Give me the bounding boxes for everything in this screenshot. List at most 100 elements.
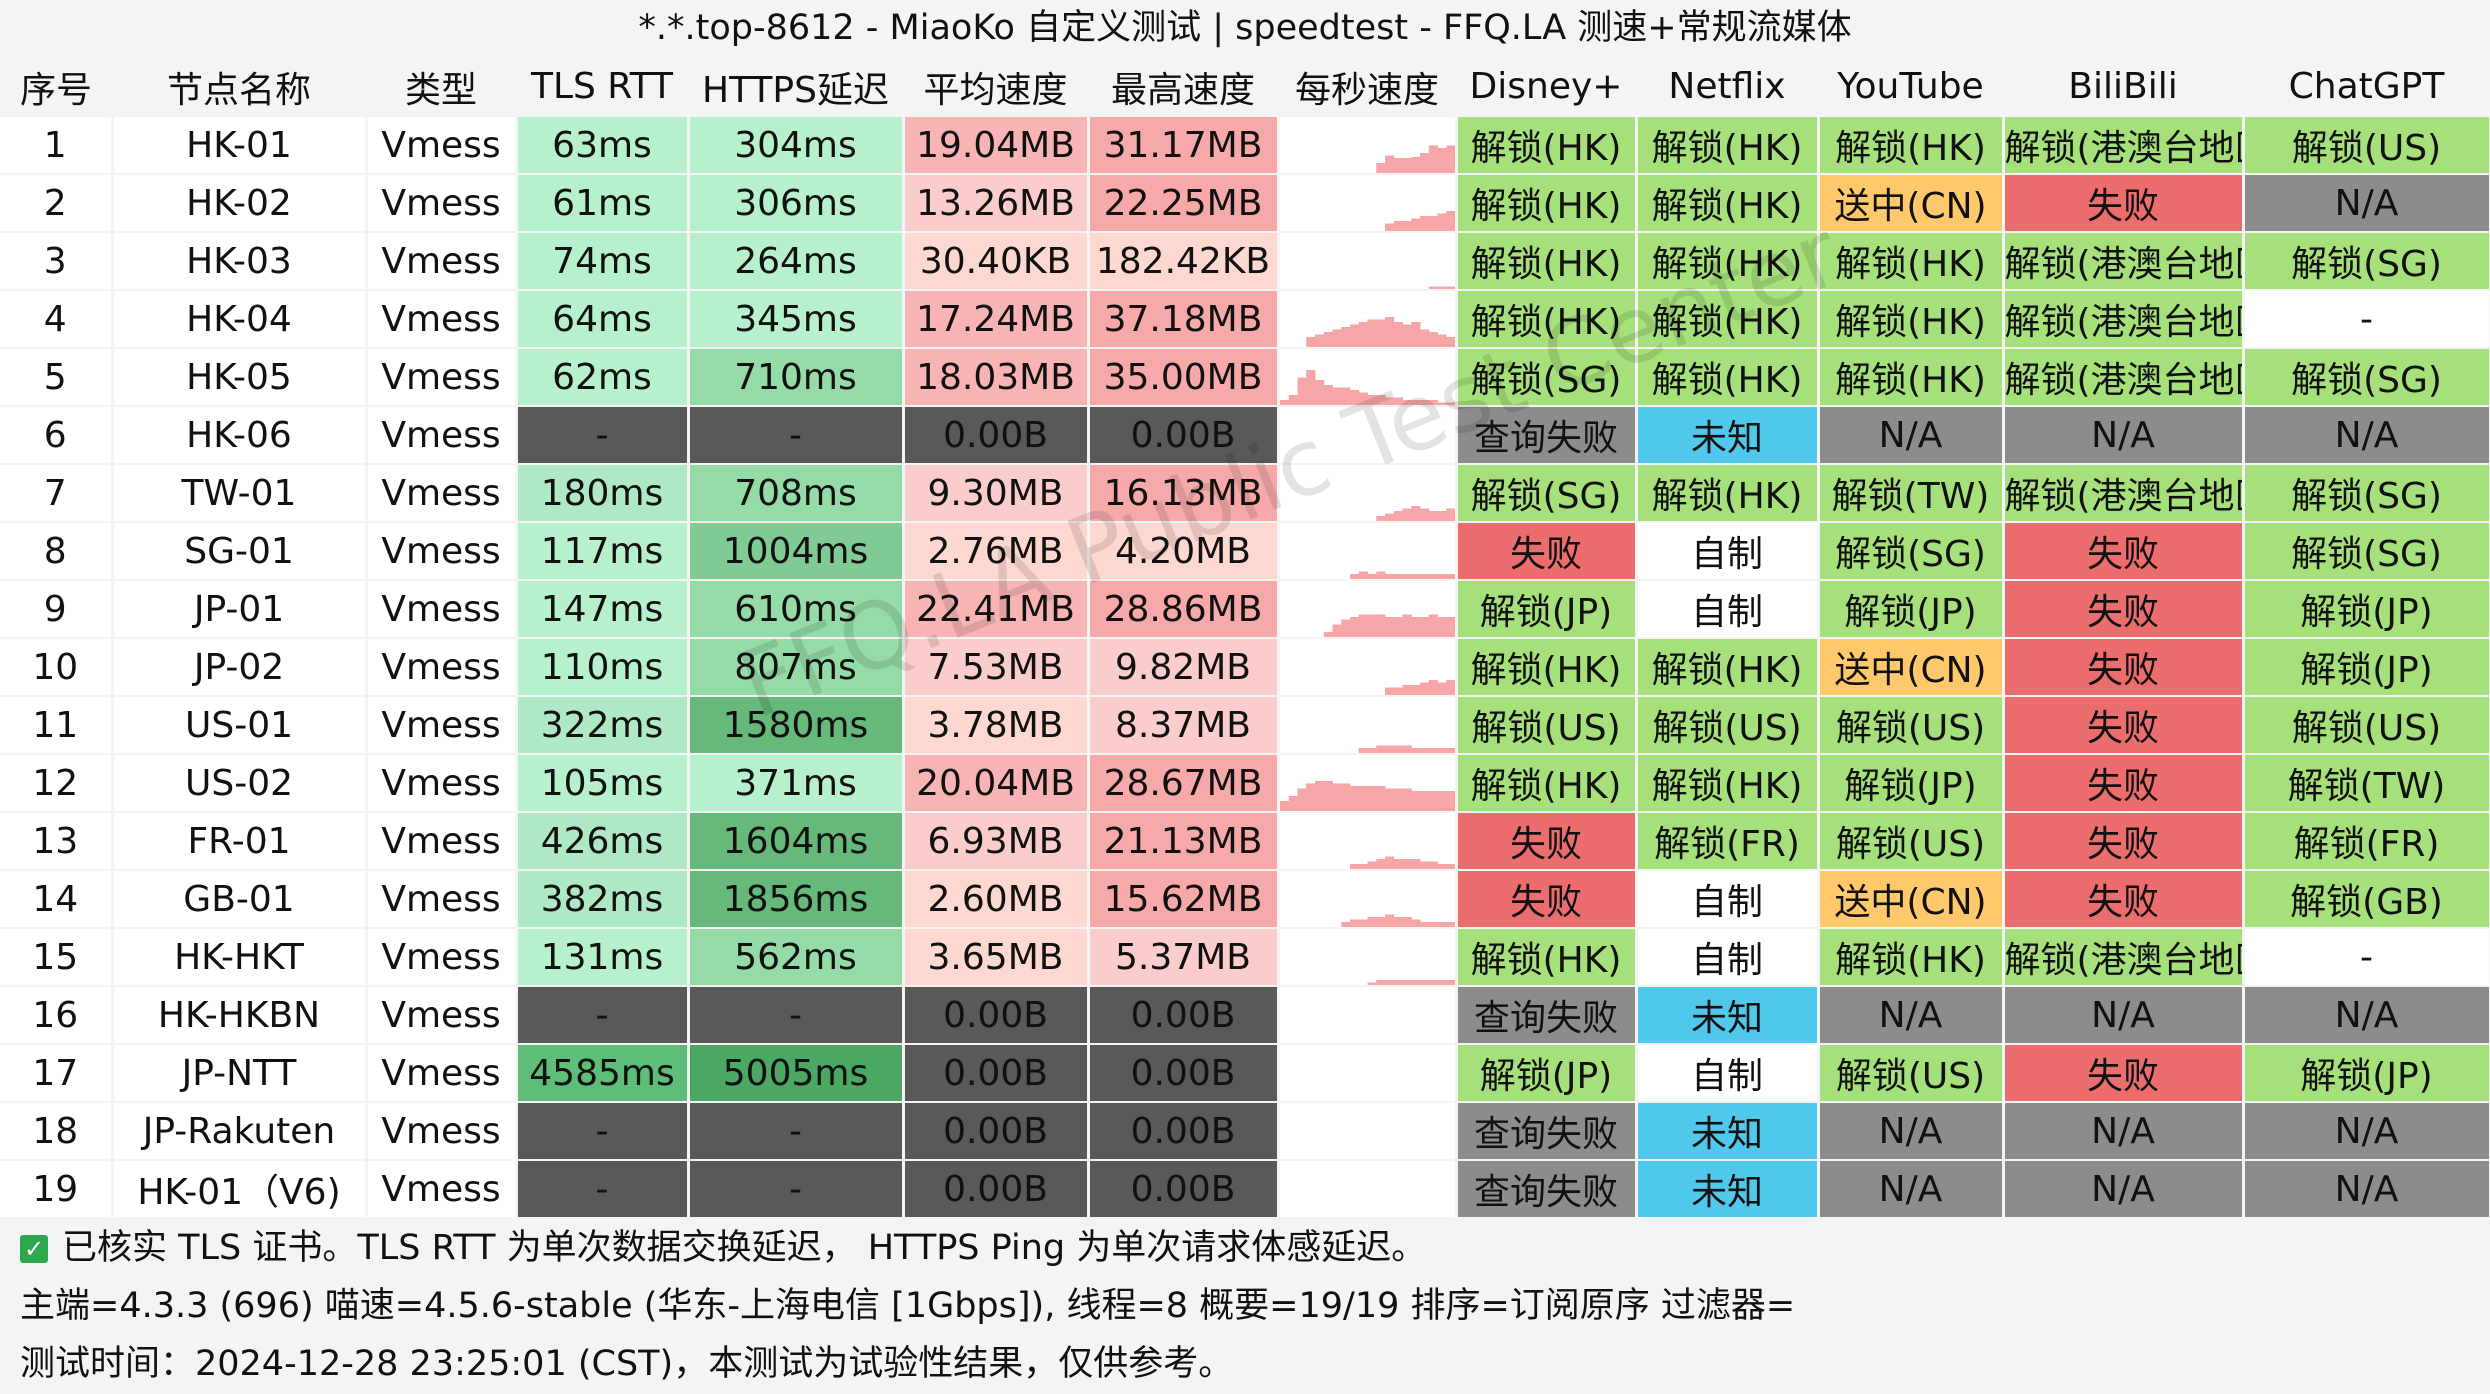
sparkline-bar <box>1410 506 1420 520</box>
sparkline-bar <box>1402 745 1412 752</box>
sparkline-bar <box>1384 745 1394 752</box>
sparkline-bar <box>1437 980 1447 984</box>
column-header[interactable]: 节点名称 <box>112 56 366 117</box>
table-row[interactable]: 6 HK-06 Vmess - -0.00B 0.00B 查询失败 未知 N/A N/A N/A <box>0 406 2490 465</box>
table-row[interactable]: 13 FR-01 Vmess 426ms 1604ms 6.93MB 21.13MB 失败 解锁… <box>0 812 2490 871</box>
column-header[interactable]: TLS RTT <box>516 56 688 117</box>
sparkline-bar <box>1419 400 1429 404</box>
node-name: FR-01 <box>112 812 368 871</box>
youtube-status: 送中(CN) <box>1818 870 2005 929</box>
avg-speed-cell: 0.00B <box>903 1044 1090 1103</box>
sparkline-bar <box>1437 791 1447 810</box>
sparkline-bar <box>1384 574 1394 578</box>
footer-tls-note: ✓ 已核实 TLS 证书。TLS RTT 为单次数据交换延迟， HTTPS Pin… <box>0 1219 2490 1277</box>
column-header[interactable]: ChatGPT <box>2243 56 2490 117</box>
table-row[interactable]: 5 HK-05 Vmess 62ms 710ms 18.03MB 35.00MB 解锁(SG)… <box>0 348 2490 407</box>
avg-speed-cell: 9.30MB <box>903 464 1090 523</box>
https-latency-cell: 345ms <box>688 290 905 349</box>
table-row[interactable]: 9 JP-01 Vmess 147ms 610ms 22.41MB 28.86MB 解锁(JP… <box>0 580 2490 639</box>
sparkline-bar <box>1393 511 1403 520</box>
node-name: HK-02 <box>112 174 368 233</box>
table-row[interactable]: 12 US-02 Vmess 105ms 371ms 20.04MB 28.67MB 解锁(H… <box>0 754 2490 813</box>
sparkline-bar <box>1410 919 1420 926</box>
column-header[interactable]: HTTPS延迟 <box>688 56 903 117</box>
sparkline-bar <box>1358 571 1368 578</box>
tls-rtt-cell: - <box>516 1102 690 1161</box>
table-row[interactable]: 19 HK-01（V6) Vmess - -0.00B 0.00B 查询失败 未知 N/A N/A… <box>0 1160 2490 1219</box>
tls-rtt-cell: 62ms <box>516 348 690 407</box>
sparkline-bar <box>1437 574 1447 578</box>
chatgpt-status: N/A <box>2243 174 2490 233</box>
column-header[interactable]: YouTube <box>1818 56 2003 117</box>
sparkline-bar <box>1437 334 1447 346</box>
sparkline-bar <box>1445 864 1453 868</box>
sparkline-bar <box>1402 400 1412 404</box>
speed-per-second-cell <box>1278 406 1458 465</box>
sparkline-bar <box>1428 400 1438 404</box>
sparkline-bar <box>1428 216 1438 230</box>
column-header[interactable]: Disney+ <box>1456 56 1636 117</box>
table-row[interactable]: 4 HK-04 Vmess 64ms 345ms 17.24MB 37.18MB 解锁(HK)… <box>0 290 2490 349</box>
column-header[interactable]: BiliBili <box>2003 56 2243 117</box>
column-header[interactable]: 类型 <box>366 56 516 117</box>
table-row[interactable]: 18 JP-Rakuten Vmess - -0.00B 0.00B 查询失败 未知 N/A N/… <box>0 1102 2490 1161</box>
sparkline-bar <box>1375 395 1385 404</box>
node-type: Vmess <box>366 290 518 349</box>
row-index: 18 <box>0 1102 114 1161</box>
table-row[interactable]: 14 GB-01 Vmess 382ms 1856ms 2.60MB 15.62MB 失败 自制… <box>0 870 2490 929</box>
column-header[interactable]: Netflix <box>1636 56 1818 117</box>
tls-rtt-cell: 382ms <box>516 870 690 929</box>
sparkline-bar <box>1419 980 1429 984</box>
sparkline-bar <box>1332 387 1342 404</box>
table-row[interactable]: 11 US-01 Vmess 322ms 1580ms 3.78MB 8.37MB 解锁(US… <box>0 696 2490 755</box>
speed-per-second-cell <box>1278 117 1458 175</box>
netflix-status: 解锁(HK) <box>1636 464 1820 523</box>
table-row[interactable]: 2 HK-02 Vmess 61ms 306ms 13.26MB 22.25MB 解锁(HK)… <box>0 174 2490 233</box>
speed-sparkline <box>1428 286 1453 288</box>
table-row[interactable]: 10 JP-02 Vmess 110ms 807ms 7.53MB 9.82MB 解锁(HK)… <box>0 638 2490 697</box>
sparkline-bar <box>1367 982 1377 984</box>
netflix-status: 解锁(US) <box>1636 696 1820 755</box>
row-index: 19 <box>0 1160 114 1219</box>
sparkline-bar <box>1297 788 1307 810</box>
footer: ✓ 已核实 TLS 证书。TLS RTT 为单次数据交换延迟， HTTPS Pin… <box>0 1219 2490 1393</box>
row-index: 7 <box>0 464 114 523</box>
sparkline-bar <box>1358 864 1368 868</box>
table-row[interactable]: 1 HK-01 Vmess 63ms 304ms 19.04MB 31.17MB 解锁(HK)… <box>0 117 2490 175</box>
bilibili-status: 解锁(港澳台地区) <box>2003 464 2245 523</box>
column-header[interactable]: 最高速度 <box>1088 56 1278 117</box>
bilibili-status: 失败 <box>2003 522 2245 581</box>
table-row[interactable]: 15 HK-HKT Vmess 131ms 562ms 3.65MB 5.37MB 解锁(HK… <box>0 928 2490 987</box>
table-row[interactable]: 3 HK-03 Vmess 74ms 264ms 30.40KB 182.42KB 解锁(HK… <box>0 232 2490 291</box>
sparkline-bar <box>1445 402 1453 404</box>
disney-status: 解锁(SG) <box>1456 348 1638 407</box>
sparkline-bar <box>1410 791 1420 810</box>
sparkline-bar <box>1323 781 1333 810</box>
chatgpt-status: N/A <box>2243 406 2490 465</box>
chatgpt-status: 解锁(SG) <box>2243 232 2490 291</box>
table-row[interactable]: 16 HK-HKBN Vmess - -0.00B 0.00B 查询失败 未知 N/A N/A N/… <box>0 986 2490 1045</box>
sparkline-bar <box>1402 574 1412 578</box>
sparkline-bar <box>1332 329 1342 346</box>
bilibili-status: 解锁(港澳台地区) <box>2003 928 2245 987</box>
table-row[interactable]: 17 JP-NTT Vmess 4585ms 5005ms 0.00B 0.00B 解锁(JP… <box>0 1044 2490 1103</box>
column-header[interactable]: 平均速度 <box>903 56 1088 117</box>
table-row[interactable]: 8 SG-01 Vmess 117ms 1004ms 2.76MB 4.20MB 失败 自制 解锁… <box>0 522 2490 581</box>
sparkline-bar <box>1437 922 1447 926</box>
sparkline-bar <box>1358 786 1368 810</box>
tls-rtt-cell: - <box>516 986 690 1045</box>
bilibili-status: 解锁(港澳台地区) <box>2003 348 2245 407</box>
https-latency-cell: 710ms <box>688 348 905 407</box>
youtube-status: N/A <box>1818 986 2005 1045</box>
netflix-status: 自制 <box>1636 928 1820 987</box>
max-speed-cell: 0.00B <box>1088 1160 1280 1219</box>
sparkline-bar <box>1419 153 1429 172</box>
sparkline-bar <box>1375 614 1385 636</box>
column-header[interactable]: 每秒速度 <box>1278 56 1456 117</box>
table-row[interactable]: 7 TW-01 Vmess 180ms 708ms 9.30MB 16.13MB 解锁(SG)… <box>0 464 2490 523</box>
sparkline-bar <box>1402 508 1412 520</box>
sparkline-bar <box>1419 682 1429 694</box>
sparkline-bar <box>1402 685 1412 694</box>
column-header[interactable]: 序号 <box>0 56 112 117</box>
sparkline-bar <box>1428 791 1438 810</box>
